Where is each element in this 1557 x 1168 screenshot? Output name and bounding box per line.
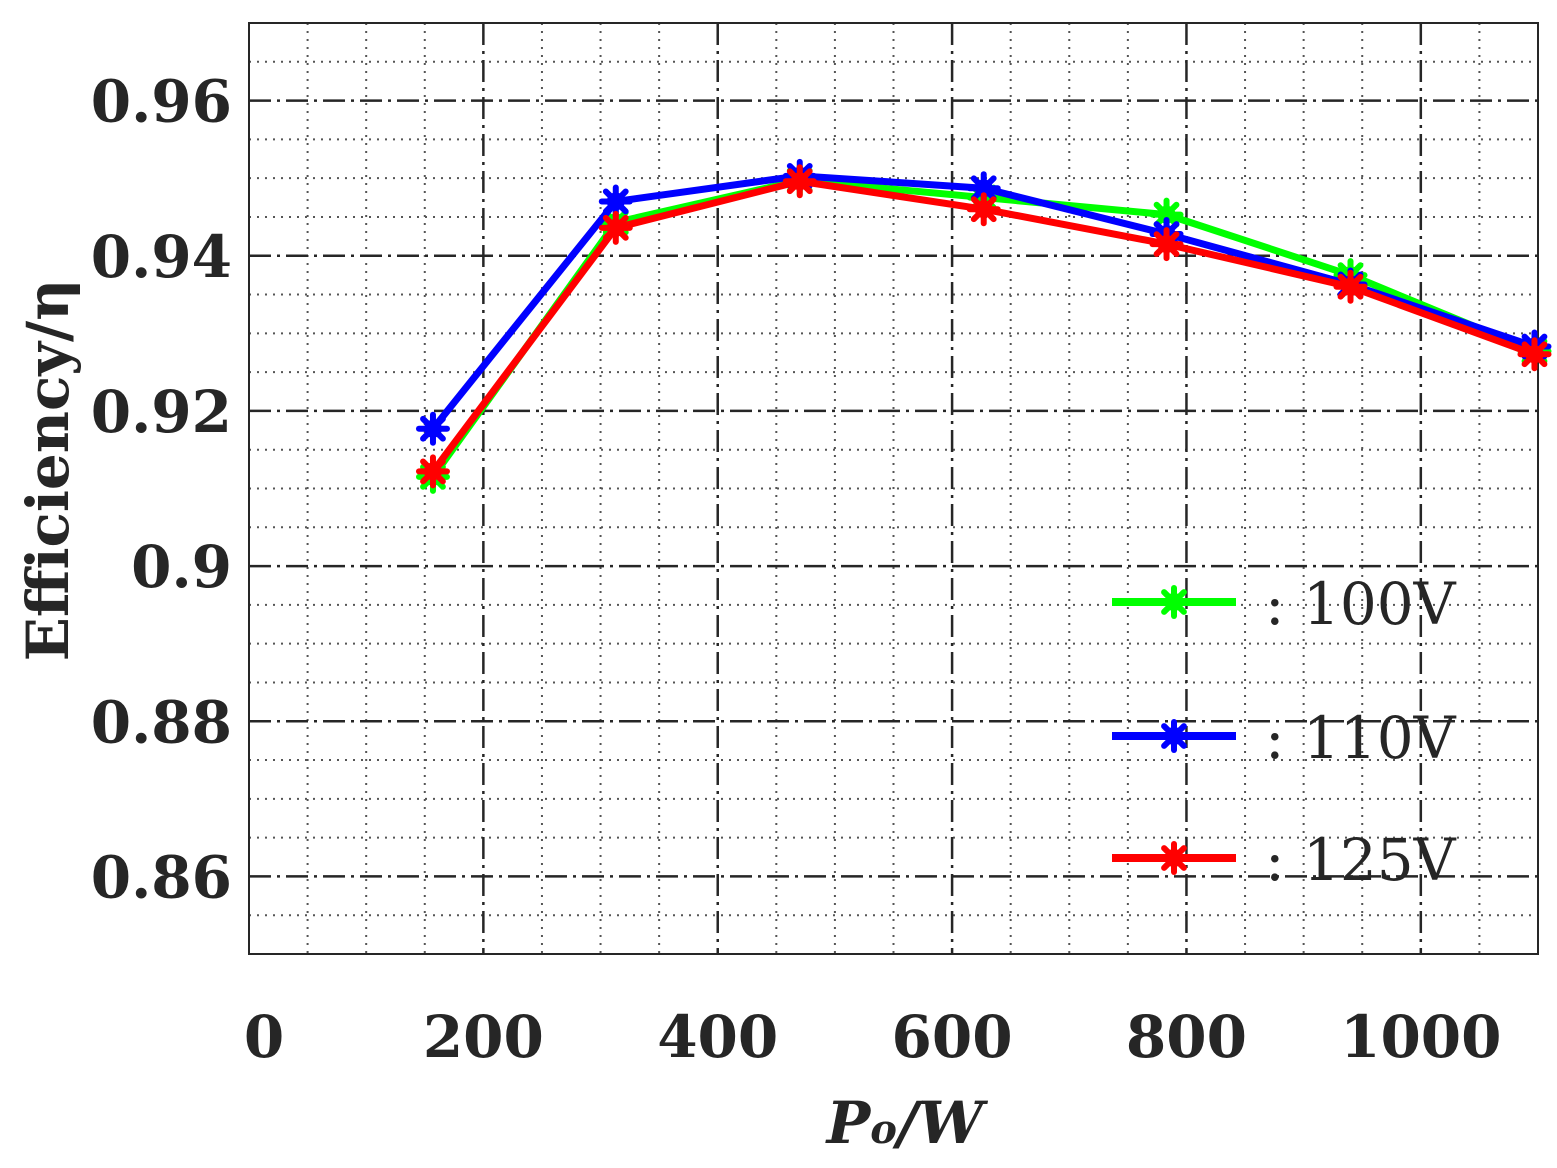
legend-item-110V: : 110V bbox=[1112, 704, 1457, 772]
data-point-100V bbox=[1149, 197, 1184, 232]
y-axis-title: Efficiency/η bbox=[14, 279, 82, 662]
y-tick-label: 0.86 bbox=[91, 843, 232, 911]
x-axis-title-sub: o bbox=[870, 1106, 897, 1153]
data-point-125V bbox=[1517, 337, 1552, 372]
legend-swatch-marker bbox=[1157, 585, 1191, 619]
data-point-110V bbox=[598, 184, 633, 219]
legend-item-100V: : 100V bbox=[1112, 570, 1457, 638]
data-point-125V bbox=[1149, 227, 1184, 262]
legend: : 100V : 110V : 125V bbox=[1112, 570, 1457, 894]
y-tick-label: 0.88 bbox=[91, 688, 232, 756]
x-tick-label: 400 bbox=[657, 1003, 778, 1071]
x-tick-label: 1000 bbox=[1340, 1003, 1501, 1071]
data-point-125V bbox=[782, 164, 817, 199]
x-axis-title: Po/W bbox=[825, 1089, 988, 1157]
legend-label: : 125V bbox=[1265, 826, 1457, 894]
y-tick-label: 0.96 bbox=[91, 68, 232, 136]
y-tick-label: 0.92 bbox=[91, 378, 232, 446]
x-tick-label: 0 bbox=[244, 1003, 284, 1071]
plot-frame bbox=[248, 22, 1539, 955]
y-tick-label: 0.9 bbox=[131, 533, 232, 601]
legend-swatch-marker bbox=[1157, 719, 1191, 753]
x-tick-label: 800 bbox=[1126, 1003, 1247, 1071]
data-point-125V bbox=[598, 210, 633, 245]
x-axis-title-rest: /W bbox=[892, 1089, 988, 1157]
data-point-125V bbox=[415, 454, 450, 489]
data-point-110V bbox=[415, 411, 450, 446]
data-point-125V bbox=[966, 192, 1001, 227]
x-axis-title-main: P bbox=[825, 1089, 872, 1157]
grid-layer bbox=[249, 23, 1538, 954]
x-tick-label: 200 bbox=[423, 1003, 544, 1071]
legend-label: : 110V bbox=[1265, 704, 1457, 772]
data-point-125V bbox=[1333, 269, 1368, 304]
y-tick-label: 0.94 bbox=[91, 223, 232, 291]
x-tick-labels: 0 200 400 600 800 1000 bbox=[244, 1003, 1502, 1071]
series-layer bbox=[415, 158, 1552, 494]
legend-label: : 100V bbox=[1265, 570, 1457, 638]
y-tick-labels: 0.86 0.88 0.9 0.92 0.94 0.96 bbox=[91, 68, 232, 912]
x-tick-label: 600 bbox=[892, 1003, 1013, 1071]
legend-swatch-marker bbox=[1157, 841, 1191, 875]
legend-item-125V: : 125V bbox=[1112, 826, 1457, 894]
